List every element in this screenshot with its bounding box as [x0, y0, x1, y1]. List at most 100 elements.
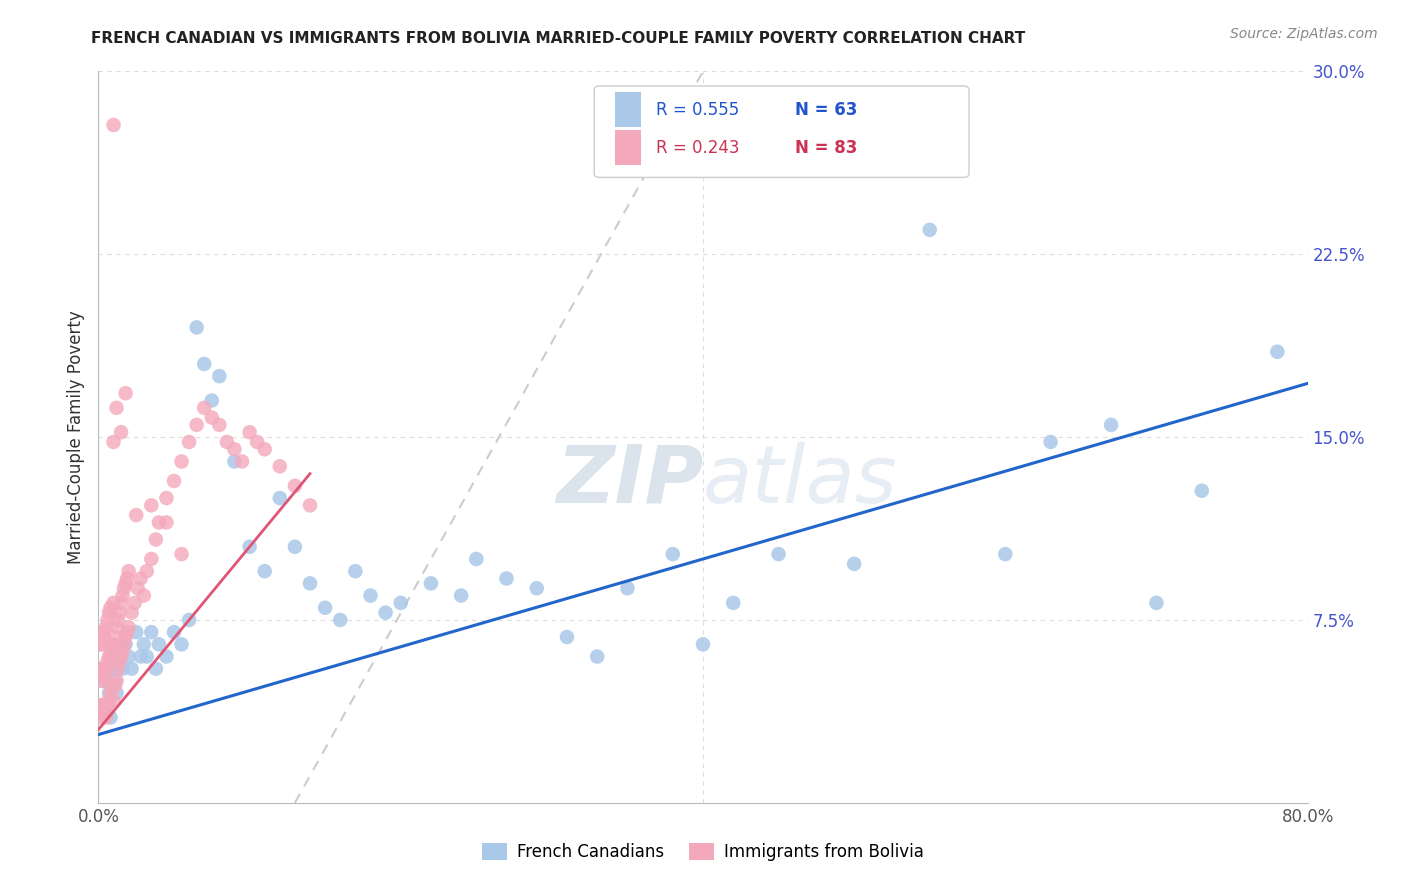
Point: [344, 564, 367, 578]
Point: [100, 600, 122, 615]
Point: [155, 491, 177, 505]
Point: [127, 581, 149, 595]
Point: [253, 564, 276, 578]
Text: FRENCH CANADIAN VS IMMIGRANTS FROM BOLIVIA MARRIED-COUPLE FAMILY POVERTY CORRELA: FRENCH CANADIAN VS IMMIGRANTS FROM BOLIV…: [91, 31, 1025, 46]
Y-axis label: Married-Couple Family Poverty: Married-Couple Family Poverty: [66, 310, 84, 564]
Point: [118, 564, 141, 578]
Point: [526, 581, 548, 595]
Point: [284, 479, 307, 493]
Point: [89, 662, 111, 676]
Point: [145, 533, 167, 547]
Point: [104, 679, 127, 693]
Point: [224, 454, 246, 468]
Point: [103, 662, 125, 676]
Point: [125, 508, 148, 522]
Point: [98, 686, 121, 700]
Point: [110, 649, 132, 664]
Point: [114, 576, 136, 591]
Point: [112, 637, 135, 651]
Point: [1144, 596, 1167, 610]
Point: [1039, 434, 1062, 449]
Point: [201, 410, 224, 425]
Point: [329, 613, 352, 627]
Point: [98, 693, 121, 707]
Point: [107, 662, 129, 676]
Point: [844, 557, 866, 571]
Point: [98, 606, 121, 620]
Point: [495, 572, 517, 586]
Point: [163, 625, 186, 640]
Point: [193, 357, 215, 371]
Point: [125, 625, 148, 640]
Point: [91, 698, 114, 713]
Text: R = 0.555: R = 0.555: [655, 101, 740, 119]
Point: [918, 223, 941, 237]
Point: [96, 698, 118, 713]
Point: [93, 673, 115, 688]
Point: [148, 516, 170, 530]
Point: [112, 581, 135, 595]
Text: R = 0.243: R = 0.243: [655, 139, 740, 157]
Point: [90, 637, 112, 651]
Point: [208, 369, 231, 384]
Point: [108, 606, 131, 620]
Point: [110, 637, 132, 651]
Point: [616, 581, 638, 595]
Point: [314, 600, 336, 615]
Point: [141, 499, 163, 513]
Point: [105, 401, 128, 415]
Text: N = 63: N = 63: [794, 101, 858, 119]
Point: [118, 620, 141, 634]
Point: [768, 547, 790, 561]
Point: [692, 637, 714, 651]
Point: [360, 589, 382, 603]
Point: [299, 576, 322, 591]
Point: [103, 596, 125, 610]
Point: [118, 649, 141, 664]
Point: [103, 693, 125, 707]
FancyBboxPatch shape: [595, 86, 969, 178]
Point: [91, 625, 114, 640]
Point: [155, 516, 177, 530]
Point: [107, 649, 129, 664]
Point: [124, 596, 146, 610]
Point: [90, 673, 112, 688]
Point: [186, 417, 208, 432]
Point: [155, 649, 177, 664]
Point: [98, 649, 121, 664]
Point: [215, 434, 238, 449]
Point: [170, 454, 193, 468]
Point: [121, 662, 143, 676]
Point: [141, 625, 163, 640]
Point: [114, 386, 136, 401]
Point: [104, 673, 127, 688]
Point: [111, 662, 134, 676]
Point: [114, 630, 136, 644]
Point: [108, 654, 131, 668]
Point: [1267, 344, 1289, 359]
Point: [89, 698, 111, 713]
Point: [135, 649, 157, 664]
Point: [201, 393, 224, 408]
Point: [101, 649, 124, 664]
Point: [586, 649, 609, 664]
Point: [104, 630, 127, 644]
Point: [111, 645, 134, 659]
Point: [90, 710, 112, 724]
Point: [129, 572, 152, 586]
Point: [1191, 483, 1213, 498]
Point: [132, 589, 155, 603]
Point: [96, 613, 118, 627]
Point: [163, 474, 186, 488]
Point: [105, 673, 128, 688]
Point: [148, 637, 170, 651]
Point: [100, 710, 122, 724]
Legend: French Canadians, Immigrants from Bolivia: French Canadians, Immigrants from Bolivi…: [475, 836, 931, 868]
Text: atlas: atlas: [703, 442, 898, 520]
Point: [93, 669, 115, 683]
Point: [93, 703, 115, 717]
Text: Source: ZipAtlas.com: Source: ZipAtlas.com: [1230, 27, 1378, 41]
Point: [239, 425, 262, 440]
Point: [239, 540, 262, 554]
Point: [661, 547, 683, 561]
